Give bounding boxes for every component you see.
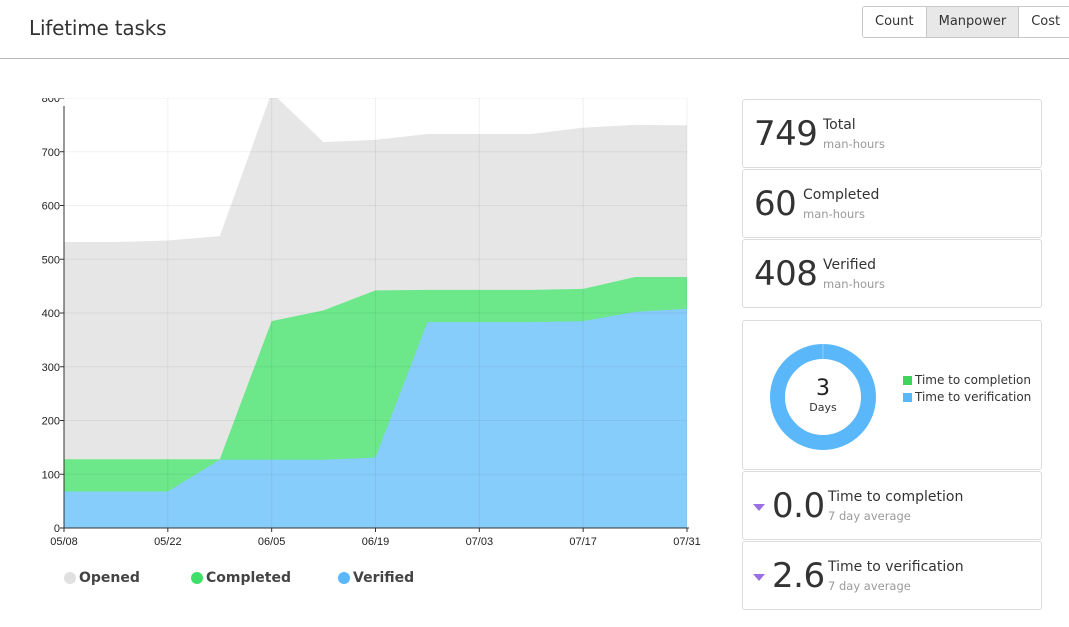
area-verified [64,308,687,528]
x-tick-label: 07/03 [466,536,494,548]
tab-manpower[interactable]: Manpower [926,7,1020,37]
legend-completed-dot [191,572,203,584]
y-tick-label: 600 [42,201,60,213]
legend-opened-label: Opened [79,570,140,586]
metric-toggle-group: Count Manpower Cost [862,6,1069,38]
x-tick-label: 06/05 [258,536,286,548]
y-tick-label: 500 [42,254,60,266]
legend-completed[interactable]: Completed [191,570,291,586]
y-tick-label: 400 [42,308,60,320]
completion-average-value: 0.0 [772,486,825,526]
donut-legend-completion[interactable]: Time to completion [903,373,1031,387]
legend-verified[interactable]: Verified [338,570,414,586]
verified-label: Verified [823,257,877,273]
verification-average-label: Time to verification [828,559,964,575]
x-tick-label: 07/31 [673,536,701,548]
total-unit: man-hours [823,137,886,151]
trend-down-icon [753,574,765,581]
total-label: Total [823,117,856,133]
y-tick-label: 100 [42,469,60,481]
completion-average-label: Time to completion [828,489,964,505]
page-header: Lifetime tasks Count Manpower Cost [0,0,1069,59]
time-donut-card: 3 Days Time to completion Time to verifi… [742,320,1042,470]
completed-card: 60 Completed man-hours [742,169,1042,238]
completed-unit: man-hours [803,207,866,221]
completed-value: 60 [754,184,797,224]
y-tick-label: 800 [42,98,60,105]
x-tick-label: 06/19 [362,536,390,548]
donut-legend-completion-swatch [903,375,912,385]
trend-down-icon [753,504,765,511]
donut-legend-completion-label: Time to completion [915,373,1031,387]
legend-verified-label: Verified [353,570,415,586]
x-tick-label: 05/22 [154,536,182,548]
legend-verified-dot [338,572,350,584]
y-tick-label: 300 [42,362,60,374]
donut-legend-verification-label: Time to verification [915,390,1032,404]
lifetime-tasks-chart: 0 100 200 300 400 500 600 700 800 05/08 05/22 06/05… [42,98,701,548]
verification-average-sub: 7 day average [828,579,911,593]
donut-center-value: 3 [816,376,830,401]
donut-legend-verification-swatch [903,392,912,402]
time-donut-chart [770,344,876,450]
completion-average-card: 0.0 Time to completion 7 day average [742,471,1042,540]
y-tick-label: 0 [54,523,60,535]
verified-value: 408 [754,254,818,294]
y-tick-label: 200 [42,416,60,428]
verification-average-value: 2.6 [772,556,825,596]
donut-legend-verification[interactable]: Time to verification [903,390,1031,404]
x-tick-label: 05/08 [50,536,78,548]
verified-card: 408 Verified man-hours [742,239,1042,308]
legend-opened-dot [64,572,76,584]
total-value: 749 [754,114,818,154]
tab-cost[interactable]: Cost [1019,7,1069,37]
page-title: Lifetime tasks [29,16,167,40]
y-tick-label: 700 [42,147,60,159]
legend-completed-label: Completed [206,570,292,586]
x-tick-label: 07/17 [569,536,597,548]
verification-average-card: 2.6 Time to verification 7 day average [742,541,1042,610]
total-card: 749 Total man-hours [742,99,1042,168]
donut-center-unit: Days [809,401,837,414]
completed-label: Completed [803,187,880,203]
completion-average-sub: 7 day average [828,509,911,523]
legend-opened[interactable]: Opened [64,570,140,586]
tab-count[interactable]: Count [863,7,927,37]
verified-unit: man-hours [823,277,886,291]
